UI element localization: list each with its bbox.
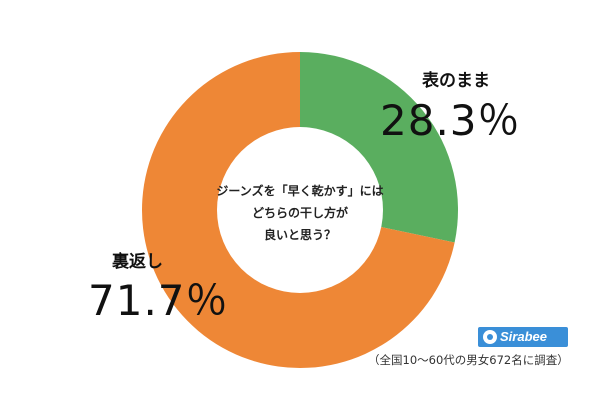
slice-label-uragaeshi: 裏返し bbox=[112, 252, 163, 272]
question-line-3: 良いと思う？ bbox=[263, 228, 336, 242]
survey-footnote: （全国10〜60代の男女672名に調査） bbox=[368, 353, 569, 367]
slice-value-uragaeshi: 71.7％ bbox=[88, 276, 229, 325]
question-line-1: ジーンズを「早く乾かす」には bbox=[216, 184, 384, 198]
slice-label-omote-no-mama: 表のまま bbox=[422, 71, 490, 91]
chart-question: ジーンズを「早く乾かす」には どちらの干し方が 良いと思う？ bbox=[215, 180, 385, 246]
slice-value-omote-no-mama: 28.3％ bbox=[380, 96, 521, 145]
sirabee-logo: Sirabee bbox=[478, 327, 568, 347]
question-line-2: どちらの干し方が bbox=[251, 206, 348, 220]
donut-hole bbox=[217, 127, 383, 293]
sirabee-logo-icon bbox=[483, 330, 497, 344]
brand-label: Sirabee bbox=[500, 329, 547, 344]
